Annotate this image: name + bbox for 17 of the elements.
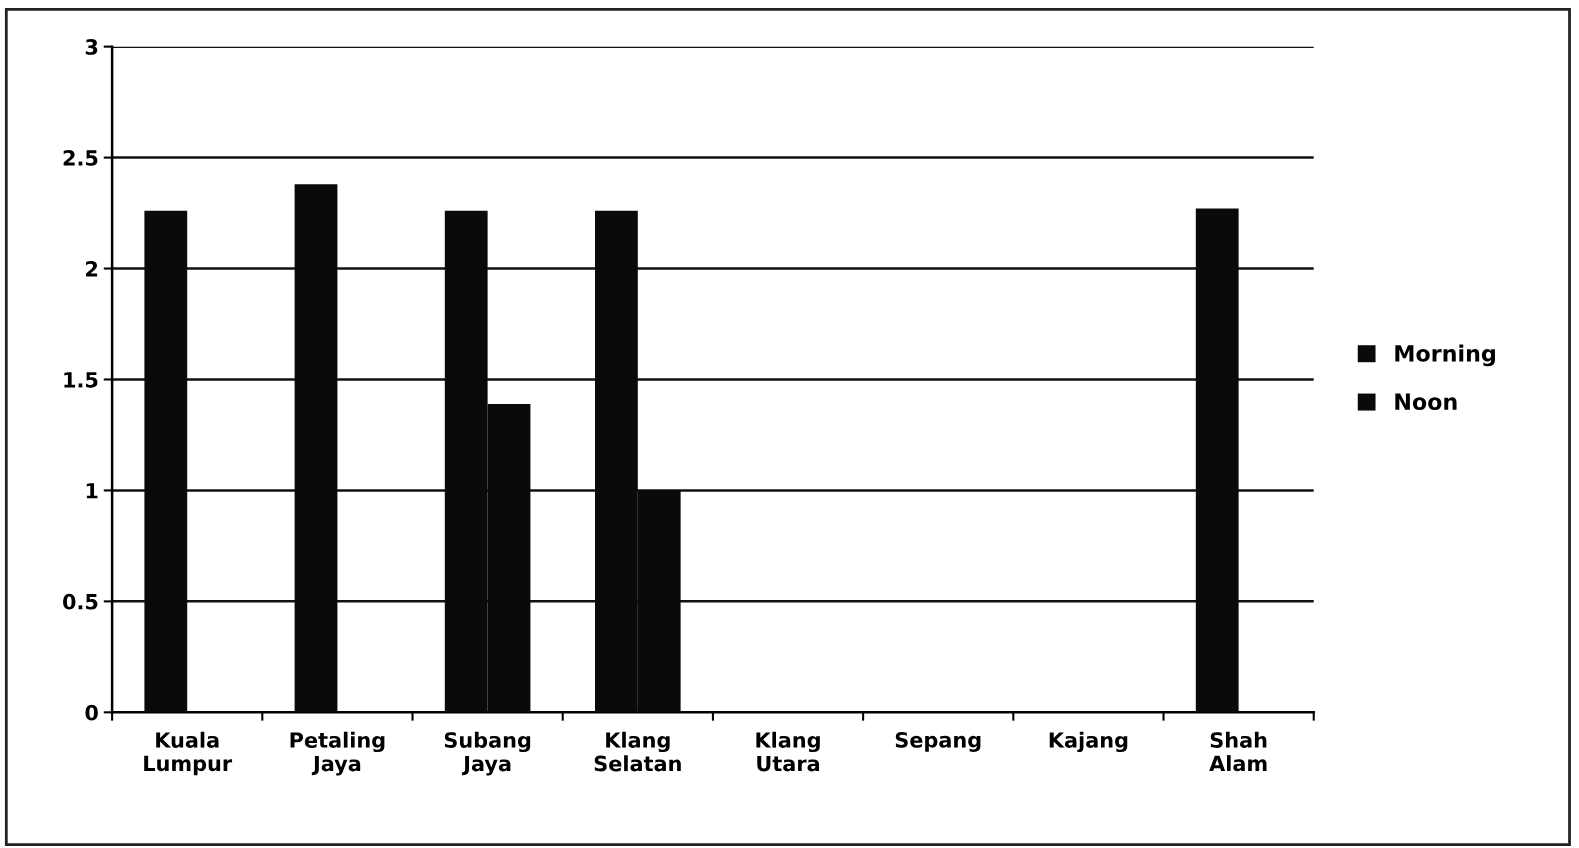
- y-tick-label: 2.5: [63, 150, 98, 166]
- y-tick-label: 1: [86, 483, 98, 499]
- legend-label: Morning: [1395, 344, 1495, 367]
- y-tick-label: 0: [85, 704, 98, 721]
- x-tick-label: Petaling Jaya: [290, 731, 385, 776]
- x-tick-label: Klang Utara: [756, 731, 820, 772]
- legend-label: Noon: [1395, 393, 1457, 411]
- y-tick-label: 0.5: [63, 593, 98, 610]
- x-tick-label: Kuala Lumpur: [144, 731, 233, 776]
- y-tick-label: 1.5: [64, 372, 98, 388]
- x-tick-label: Sepang: [895, 731, 981, 752]
- x-tick-label: Klang Selatan: [594, 731, 681, 772]
- x-tick-label: Shah Alam: [1209, 731, 1267, 772]
- x-tick-label: Kajang: [1049, 731, 1128, 753]
- y-tick-label: 2: [86, 260, 98, 277]
- x-tick-label: Subang Jaya: [444, 731, 531, 776]
- y-tick-label: 3: [85, 39, 98, 55]
